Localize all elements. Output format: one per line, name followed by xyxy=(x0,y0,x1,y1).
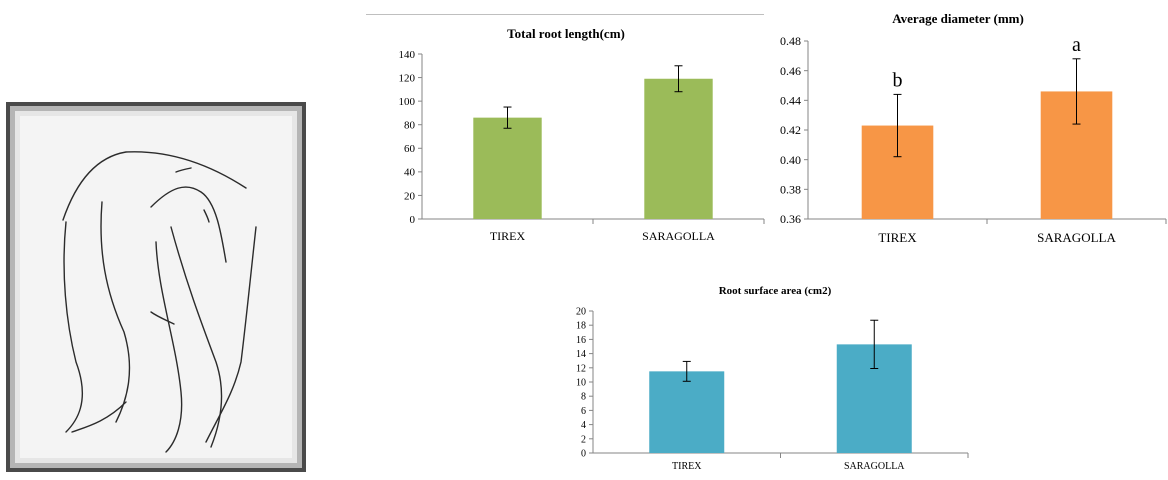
root-trace xyxy=(155,241,183,453)
plot-area: 0 2 4 6 8 10 12 14 16 18 20 TIREX SARAGOLLA xyxy=(576,307,969,472)
significance-label: b xyxy=(893,69,903,91)
significance-label: a xyxy=(1072,34,1081,56)
x-tick-label: SARAGOLLA xyxy=(642,229,715,243)
y-tick-label: 0.42 xyxy=(780,123,801,137)
plot-area: 0 20 40 60 80 100 120 140 TIREX SARAGOLLA xyxy=(399,49,765,243)
y-tick-label: 60 xyxy=(404,143,416,155)
y-tick-label: 0.44 xyxy=(780,94,801,108)
bar-tirex xyxy=(473,117,542,219)
root-trace xyxy=(62,151,247,221)
root-traces xyxy=(62,151,257,453)
chart-svg: Root surface area (cm2) 0 2 4 6 8 10 12 14 16 18 2… xyxy=(576,285,969,472)
y-tick-label: 12 xyxy=(576,363,586,374)
root-trace xyxy=(71,401,127,433)
y-tick-label: 10 xyxy=(576,378,586,389)
chart-total-root-length: Total root length(cm) 0 20 40 60 80 100 120 140… xyxy=(366,0,766,255)
y-tick-label: 18 xyxy=(576,321,586,332)
y-tick-label: 0 xyxy=(410,214,416,226)
y-tick-label: 120 xyxy=(399,72,416,84)
root-trace xyxy=(170,226,223,448)
y-tick-label: 14 xyxy=(576,349,586,360)
y-tick-label: 0.36 xyxy=(780,212,801,226)
root-scan-image xyxy=(6,102,306,472)
chart-title: Average diameter (mm) xyxy=(892,11,1024,26)
chart-title: Total root length(cm) xyxy=(507,26,625,41)
chart-root-surface-area: Root surface area (cm2) 0 2 4 6 8 10 12 14 16 18 2… xyxy=(560,280,970,475)
chart-title: Root surface area (cm2) xyxy=(719,285,832,297)
y-tick-label: 4 xyxy=(581,420,586,431)
x-tick-label: SARAGOLLA xyxy=(844,461,905,472)
y-tick-label: 40 xyxy=(404,167,416,179)
y-tick-label: 140 xyxy=(399,49,416,61)
root-trace xyxy=(203,209,210,223)
y-tick-label: 2 xyxy=(581,434,586,445)
y-tick-label: 80 xyxy=(404,120,416,132)
y-tick-label: 0.48 xyxy=(780,34,801,48)
root-trace xyxy=(150,311,175,325)
root-trace xyxy=(63,221,84,433)
y-tick-label: 0 xyxy=(581,449,586,460)
y-tick-label: 16 xyxy=(576,335,586,346)
x-tick-label: TIREX xyxy=(490,229,526,243)
chart-svg: Total root length(cm) 0 20 40 60 80 100 120 140… xyxy=(366,14,765,243)
y-tick-label: 0.38 xyxy=(780,183,801,197)
chart-svg: Average diameter (mm) 0.360.380.400.420.… xyxy=(780,11,1167,245)
x-tick-label: TIREX xyxy=(878,230,917,245)
y-tick-label: 100 xyxy=(399,96,416,108)
y-tick-label: 0.40 xyxy=(780,153,801,167)
y-tick-label: 8 xyxy=(581,392,586,403)
plot-area: 0.36 0.38 0.40 0.42 0.44 0.46 0.48 b TIREX a SARAG… xyxy=(780,34,1167,245)
y-tick-label: 0.46 xyxy=(780,64,801,78)
x-tick-label: TIREX xyxy=(672,461,702,472)
root-trace xyxy=(150,186,227,263)
y-tick-label: 6 xyxy=(581,406,586,417)
bar-tirex xyxy=(649,371,725,453)
chart-average-diameter: Average diameter (mm) 0.36 0.38 0.40 0.42 0.… xyxy=(748,0,1168,255)
bar-saragolla xyxy=(644,78,713,219)
x-tick-label: SARAGOLLA xyxy=(1037,230,1116,245)
root-trace xyxy=(205,226,257,443)
root-trace xyxy=(175,167,192,173)
y-tick-label: 20 xyxy=(404,190,416,202)
root-trace xyxy=(100,201,131,423)
root-scan-drawing xyxy=(6,102,306,472)
y-tick-label: 20 xyxy=(576,307,586,318)
scan-plate xyxy=(20,116,292,458)
